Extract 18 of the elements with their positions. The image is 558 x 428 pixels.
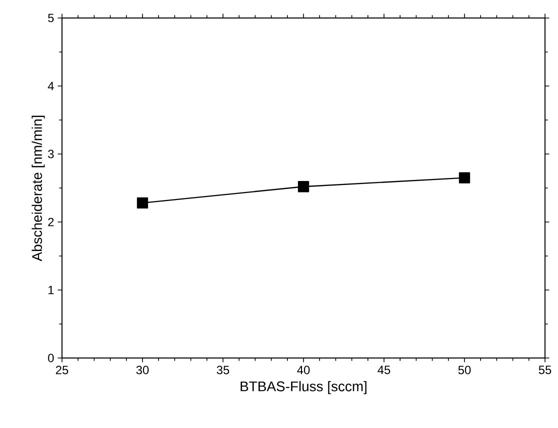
x-tick-label: 25: [56, 366, 68, 374]
point: [298, 181, 310, 192]
y-tick-label: 1: [48, 286, 54, 294]
x-tick-label: 40: [297, 366, 310, 374]
y-tick-label: 3: [48, 150, 54, 158]
y-tick-label: 0: [48, 354, 54, 362]
x-axis-title: BTBAS-Fluss [sccm]: [240, 381, 366, 394]
x-tick-label: 35: [216, 366, 230, 374]
x-tick-label: 30: [136, 366, 149, 374]
x-tick-label: 50: [458, 366, 471, 374]
y-axis-title: Abscheiderate [nm/min]: [32, 116, 45, 262]
point: [136, 197, 148, 209]
y-tick-label: 2: [48, 218, 54, 226]
point: [458, 172, 470, 184]
x-tick-label: 45: [378, 366, 390, 374]
y-tick-label: 4: [48, 82, 54, 90]
x-tick-label: 55: [538, 366, 552, 374]
y-tick-label: 5: [48, 14, 54, 22]
